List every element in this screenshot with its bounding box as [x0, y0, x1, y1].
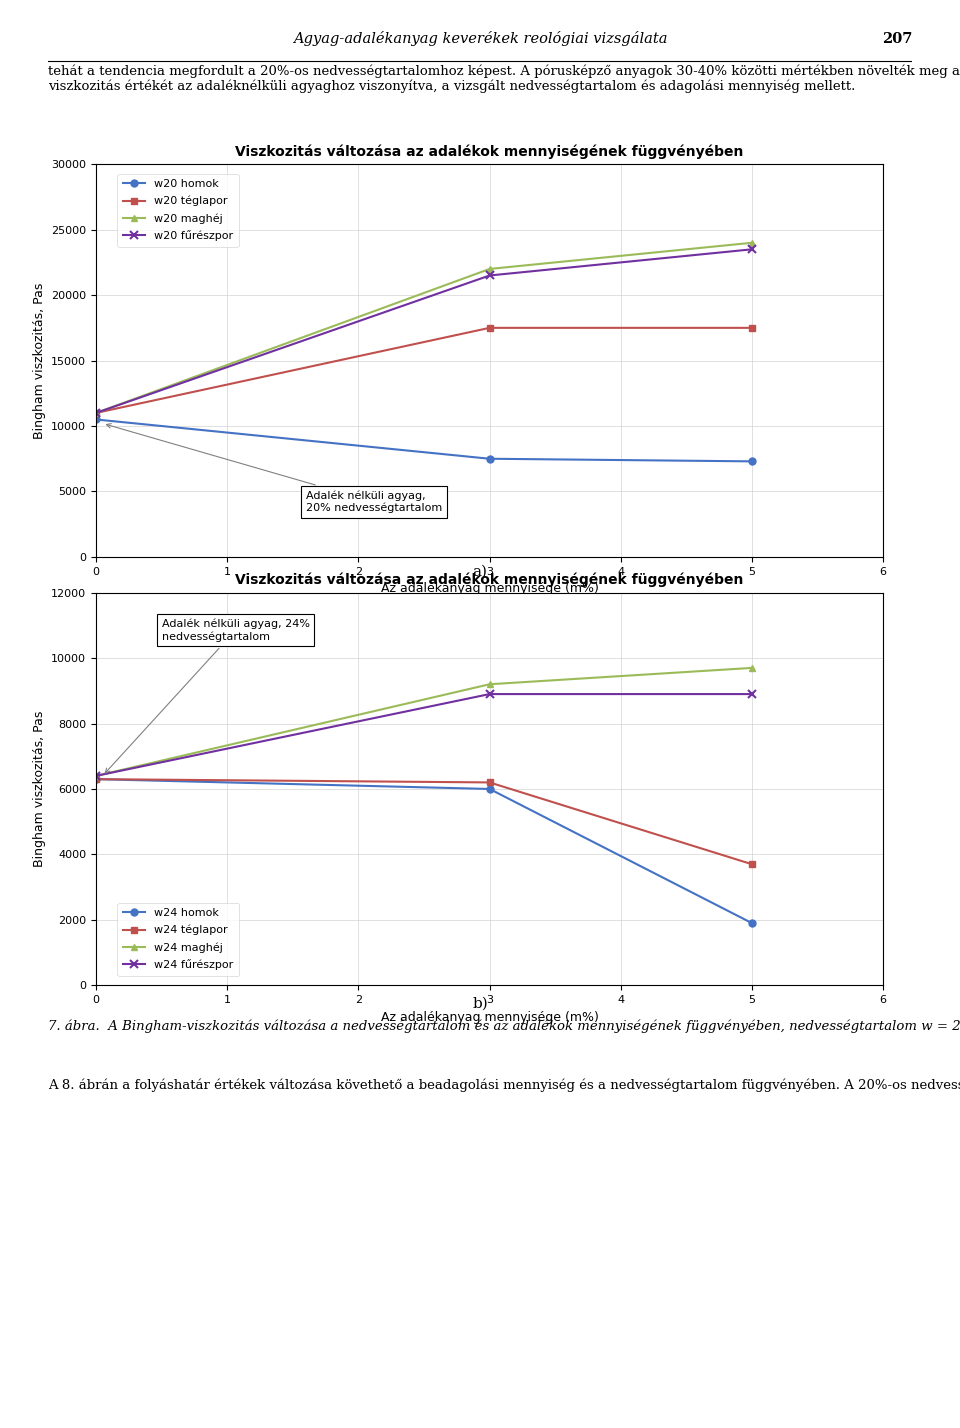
- Text: Agyag-adalékanyag keverékek reológiai vizsgálata: Agyag-adalékanyag keverékek reológiai vi…: [293, 31, 667, 46]
- w24 maghéj: [484, 675, 495, 693]
- Text: tehát a tendencia megfordult a 20%-os nedvességtartalomhoz képest. A pórusképző : tehát a tendencia megfordult a 20%-os ne…: [48, 64, 960, 93]
- w24 fűrészpor: [90, 767, 102, 784]
- X-axis label: Az adalékanyag mennyisége (m%): Az adalékanyag mennyisége (m%): [381, 1011, 598, 1024]
- Line: w24 maghéj: w24 maghéj: [92, 664, 756, 780]
- Text: a): a): [472, 564, 488, 578]
- w20 téglapor: [90, 404, 102, 421]
- X-axis label: Az adalékanyag mennyisége (m%): Az adalékanyag mennyisége (m%): [381, 583, 598, 595]
- Y-axis label: Bingham viszkozitás, Pas: Bingham viszkozitás, Pas: [33, 283, 45, 438]
- Line: w24 fűrészpor: w24 fűrészpor: [92, 690, 756, 780]
- w24 téglapor: [484, 774, 495, 791]
- w20 homok: [484, 450, 495, 467]
- w24 homok: [484, 780, 495, 797]
- w20 téglapor: [746, 320, 757, 337]
- w20 fűrészpor: [90, 404, 102, 421]
- w24 fűrészpor: [746, 685, 757, 703]
- Text: 7. ábra.  A Bingham-viszkozitás változása a nedvességtartalom és az adalékok men: 7. ábra. A Bingham-viszkozitás változása…: [48, 1020, 960, 1032]
- w24 fűrészpor: [484, 685, 495, 703]
- w20 téglapor: [484, 320, 495, 337]
- Line: w24 homok: w24 homok: [92, 775, 756, 927]
- w24 homok: [746, 914, 757, 931]
- Text: Adalék nélküli agyag, 24%
nedvességtartalom: Adalék nélküli agyag, 24% nedvességtarta…: [106, 618, 309, 773]
- w24 téglapor: [90, 771, 102, 788]
- w24 maghéj: [746, 660, 757, 677]
- Line: w20 fűrészpor: w20 fűrészpor: [92, 246, 756, 417]
- w20 maghéj: [90, 404, 102, 421]
- w24 téglapor: [746, 855, 757, 873]
- Text: 207: 207: [881, 31, 912, 46]
- Title: Viszkozitás változása az adalékok mennyiségének függvényében: Viszkozitás változása az adalékok mennyi…: [235, 144, 744, 159]
- Text: b): b): [472, 997, 488, 1011]
- w24 maghéj: [90, 767, 102, 784]
- Line: w20 homok: w20 homok: [92, 416, 756, 466]
- Legend: w20 homok, w20 téglapor, w20 maghéj, w20 fűrészpor: w20 homok, w20 téglapor, w20 maghéj, w20…: [117, 174, 239, 247]
- w20 homok: [90, 411, 102, 428]
- Text: Adalék nélküli agyag,
20% nedvességtartalom: Adalék nélküli agyag, 20% nedvességtarta…: [107, 424, 443, 513]
- Line: w20 téglapor: w20 téglapor: [92, 324, 756, 417]
- Y-axis label: Bingham viszkozitás, Pas: Bingham viszkozitás, Pas: [33, 711, 45, 867]
- w20 maghéj: [484, 260, 495, 277]
- Line: w24 téglapor: w24 téglapor: [92, 775, 756, 868]
- Line: w20 maghéj: w20 maghéj: [92, 240, 756, 417]
- w20 homok: [746, 453, 757, 470]
- w20 fűrészpor: [746, 241, 757, 258]
- Title: Viszkozitás változása az adalékok mennyiségének függvényében: Viszkozitás változása az adalékok mennyi…: [235, 573, 744, 587]
- Legend: w24 homok, w24 téglapor, w24 maghéj, w24 fűrészpor: w24 homok, w24 téglapor, w24 maghéj, w24…: [117, 902, 239, 975]
- w24 homok: [90, 771, 102, 788]
- w20 fűrészpor: [484, 267, 495, 284]
- Text: A 8. ábrán a folyáshatár értékek változása követhető a beadagolási mennyiség és : A 8. ábrán a folyáshatár értékek változá…: [48, 1078, 960, 1091]
- w20 maghéj: [746, 234, 757, 251]
